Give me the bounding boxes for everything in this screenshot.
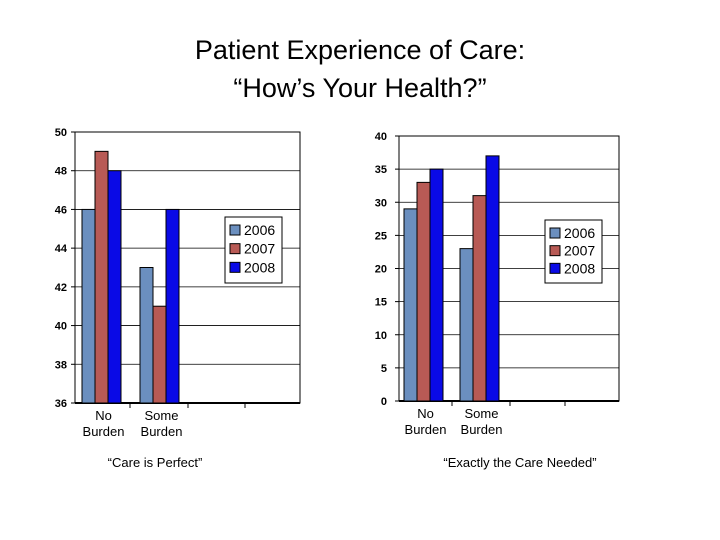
slide-title-line-2: “How’s Your Health?” bbox=[233, 73, 487, 103]
category-label: Burden bbox=[461, 422, 503, 437]
plot-area bbox=[74, 131, 301, 404]
caption-care-is-perfect: “Care is Perfect” bbox=[107, 455, 203, 470]
y-tick-label: 44 bbox=[55, 243, 68, 255]
y-tick-label: 40 bbox=[55, 321, 67, 333]
y-tick-label: 40 bbox=[375, 131, 387, 143]
y-tick-label: 35 bbox=[375, 164, 387, 176]
legend-box bbox=[544, 219, 603, 284]
category-label: Burden bbox=[405, 422, 447, 437]
bar-2008-no-burden bbox=[107, 170, 122, 404]
y-tick-label: 30 bbox=[375, 197, 387, 209]
legend-label-2007: 2007 bbox=[244, 241, 275, 257]
bar-2007-some-burden bbox=[472, 195, 487, 402]
plot-area bbox=[398, 135, 620, 402]
bar-2006-some-burden bbox=[459, 248, 474, 402]
slide-title-line-1: Patient Experience of Care: bbox=[194, 35, 526, 65]
bar-2007-no-burden bbox=[416, 181, 431, 402]
y-tick-label: 20 bbox=[375, 264, 387, 276]
legend-swatch-2006 bbox=[549, 227, 561, 239]
y-tick-label: 46 bbox=[55, 204, 67, 216]
bar-2007-some-burden bbox=[152, 305, 167, 404]
legend-label-2006: 2006 bbox=[244, 222, 275, 238]
caption-exactly-the-care-needed: “Exactly the Care Needed” bbox=[443, 455, 597, 470]
bar-2006-some-burden bbox=[139, 267, 154, 404]
category-label: Some bbox=[145, 408, 179, 423]
legend-label-2006: 2006 bbox=[564, 225, 595, 241]
y-tick-label: 48 bbox=[55, 166, 67, 178]
legend-label-2008: 2008 bbox=[564, 260, 595, 276]
category-label: Burden bbox=[141, 424, 183, 439]
category-label: Burden bbox=[83, 424, 125, 439]
legend-label-2008: 2008 bbox=[244, 259, 275, 275]
y-tick-label: 38 bbox=[55, 359, 67, 371]
bar-2008-no-burden bbox=[429, 168, 444, 402]
legend-swatch-2008 bbox=[229, 261, 241, 273]
legend-box bbox=[224, 216, 283, 284]
y-tick-label: 0 bbox=[381, 396, 387, 408]
bar-2006-no-burden bbox=[403, 208, 418, 402]
category-label: Some bbox=[465, 406, 499, 421]
bar-2006-no-burden bbox=[81, 208, 96, 404]
legend-swatch-2006 bbox=[229, 224, 241, 236]
category-label: No bbox=[95, 408, 112, 423]
legend-label-2007: 2007 bbox=[564, 243, 595, 259]
bar-2007-no-burden bbox=[94, 150, 109, 404]
y-tick-label: 15 bbox=[375, 297, 387, 309]
legend-swatch-2008 bbox=[549, 262, 561, 274]
y-tick-label: 10 bbox=[375, 330, 387, 342]
legend-swatch-2007 bbox=[229, 243, 241, 255]
bar-2008-some-burden bbox=[485, 155, 500, 402]
y-tick-label: 36 bbox=[55, 398, 67, 410]
y-tick-label: 50 bbox=[55, 127, 67, 139]
bar-2008-some-burden bbox=[165, 208, 180, 404]
legend-swatch-2007 bbox=[549, 245, 561, 257]
y-tick-label: 5 bbox=[381, 363, 387, 375]
y-tick-label: 42 bbox=[55, 282, 67, 294]
y-tick-label: 25 bbox=[375, 230, 387, 242]
category-label: No bbox=[417, 406, 434, 421]
